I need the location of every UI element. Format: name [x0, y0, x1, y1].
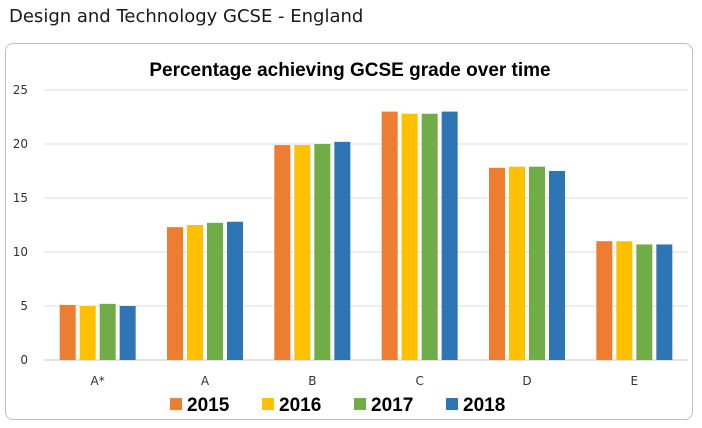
x-tick-label: C: [415, 374, 423, 388]
y-tick-label: 5: [20, 299, 28, 313]
bar: [441, 111, 458, 360]
legend: 2015 2016 2017 2018: [170, 395, 505, 416]
y-tick-label: 0: [20, 353, 28, 367]
bar: [207, 222, 223, 360]
x-tick-label: B: [308, 374, 316, 388]
bar: [167, 227, 183, 360]
legend-swatch: [262, 398, 274, 410]
bar: [187, 225, 203, 360]
gridlines: [44, 89, 688, 361]
bar: [616, 241, 633, 360]
bar: [509, 166, 525, 360]
x-tick-label: D: [522, 374, 531, 388]
y-axis-ticks: 0 5 10 15 20 25: [13, 83, 28, 367]
x-tick-label: A*: [91, 374, 105, 388]
bar: [596, 241, 613, 360]
legend-label: 2015: [187, 395, 230, 416]
bar: [636, 244, 653, 360]
bar: [334, 141, 351, 360]
bar: [401, 113, 418, 360]
x-axis-ticks: A* A B C D E: [91, 374, 639, 388]
bar: [381, 111, 398, 360]
bar: [227, 221, 243, 360]
legend-swatch: [354, 398, 366, 410]
bar: [294, 145, 311, 360]
x-tick-label: A: [201, 374, 210, 388]
y-tick-label: 25: [13, 83, 28, 97]
legend-swatch: [446, 398, 458, 410]
bar: [489, 167, 505, 360]
y-tick-label: 10: [13, 245, 28, 259]
bar: [656, 244, 673, 360]
legend-label: 2018: [463, 395, 505, 416]
bar: [119, 306, 136, 360]
y-tick-label: 20: [13, 137, 28, 151]
legend-label: 2016: [279, 395, 321, 416]
bar: [59, 304, 76, 360]
bars: [59, 111, 673, 360]
bar: [549, 171, 565, 360]
y-tick-label: 15: [13, 191, 28, 205]
bar: [99, 303, 116, 360]
bar: [79, 306, 96, 360]
legend-label: 2017: [371, 395, 413, 416]
bar: [274, 145, 291, 360]
chart-title: Percentage achieving GCSE grade over tim…: [149, 60, 550, 81]
legend-swatch: [170, 398, 182, 410]
page-title: Design and Technology GCSE - England: [9, 6, 364, 27]
bar: [314, 144, 331, 360]
bar: [529, 166, 545, 360]
bar: [421, 113, 438, 360]
x-tick-label: E: [631, 374, 639, 388]
